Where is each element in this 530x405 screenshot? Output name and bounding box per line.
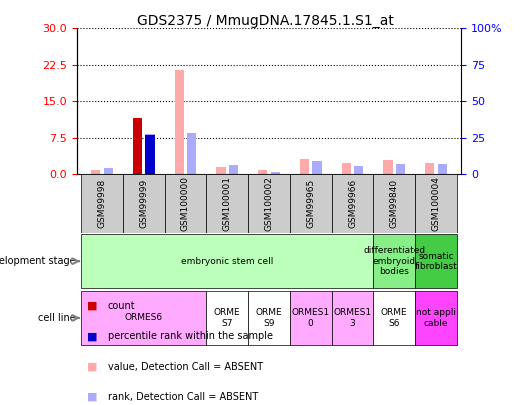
FancyBboxPatch shape: [415, 234, 457, 288]
Text: somatic
fibroblast: somatic fibroblast: [414, 252, 457, 271]
Text: ORME
S9: ORME S9: [255, 308, 282, 328]
Text: ORME
S6: ORME S6: [381, 308, 408, 328]
Text: development stage: development stage: [0, 256, 76, 266]
Text: ■: ■: [87, 301, 98, 311]
Text: GSM100002: GSM100002: [264, 176, 273, 231]
Bar: [312, 160, 322, 174]
Text: ■: ■: [87, 362, 98, 371]
Bar: [342, 164, 351, 174]
FancyBboxPatch shape: [332, 291, 374, 345]
FancyBboxPatch shape: [81, 174, 123, 233]
Bar: [354, 166, 364, 174]
Text: ORMES6: ORMES6: [125, 313, 163, 322]
Bar: [145, 134, 155, 174]
FancyBboxPatch shape: [374, 234, 415, 288]
Bar: [300, 159, 309, 174]
Bar: [174, 70, 184, 174]
Text: ■: ■: [87, 392, 98, 402]
Text: ■: ■: [87, 331, 98, 341]
Text: not appli
cable: not appli cable: [416, 308, 456, 328]
FancyBboxPatch shape: [81, 234, 374, 288]
Text: GSM99999: GSM99999: [139, 179, 148, 228]
Text: GSM100000: GSM100000: [181, 176, 190, 231]
Text: ORME
S7: ORME S7: [214, 308, 241, 328]
Bar: [258, 170, 267, 174]
Text: GSM99998: GSM99998: [98, 179, 107, 228]
Bar: [216, 167, 226, 174]
Text: GSM99965: GSM99965: [306, 179, 315, 228]
FancyBboxPatch shape: [415, 174, 457, 233]
Bar: [145, 135, 155, 174]
Bar: [103, 168, 113, 174]
Bar: [187, 133, 196, 174]
FancyBboxPatch shape: [123, 174, 164, 233]
Text: ORMES1
3: ORMES1 3: [333, 308, 372, 328]
FancyBboxPatch shape: [415, 291, 457, 345]
Bar: [425, 163, 435, 174]
Bar: [383, 160, 393, 174]
Text: GDS2375 / MmugDNA.17845.1.S1_at: GDS2375 / MmugDNA.17845.1.S1_at: [137, 14, 393, 28]
FancyBboxPatch shape: [290, 174, 332, 233]
FancyBboxPatch shape: [332, 174, 374, 233]
Bar: [438, 164, 447, 174]
Text: cell line: cell line: [38, 313, 76, 323]
Bar: [271, 172, 280, 174]
Text: percentile rank within the sample: percentile rank within the sample: [108, 331, 272, 341]
Text: rank, Detection Call = ABSENT: rank, Detection Call = ABSENT: [108, 392, 258, 402]
Bar: [91, 170, 100, 174]
Bar: [229, 165, 238, 174]
Text: value, Detection Call = ABSENT: value, Detection Call = ABSENT: [108, 362, 263, 371]
FancyBboxPatch shape: [248, 174, 290, 233]
Text: ORMES1
0: ORMES1 0: [292, 308, 330, 328]
FancyBboxPatch shape: [374, 291, 415, 345]
FancyBboxPatch shape: [81, 291, 206, 345]
Text: GSM99966: GSM99966: [348, 179, 357, 228]
Bar: [133, 118, 142, 174]
FancyBboxPatch shape: [374, 174, 415, 233]
Text: embryonic stem cell: embryonic stem cell: [181, 257, 273, 266]
Text: differentiated
embryoid
bodies: differentiated embryoid bodies: [363, 246, 426, 276]
FancyBboxPatch shape: [248, 291, 290, 345]
FancyBboxPatch shape: [206, 291, 248, 345]
Bar: [396, 164, 405, 174]
Text: GSM100004: GSM100004: [431, 176, 440, 231]
FancyBboxPatch shape: [290, 291, 332, 345]
FancyBboxPatch shape: [164, 174, 206, 233]
Text: GSM100001: GSM100001: [223, 176, 232, 231]
Bar: [133, 172, 142, 174]
Text: count: count: [108, 301, 135, 311]
FancyBboxPatch shape: [206, 174, 248, 233]
Text: GSM99840: GSM99840: [390, 179, 399, 228]
